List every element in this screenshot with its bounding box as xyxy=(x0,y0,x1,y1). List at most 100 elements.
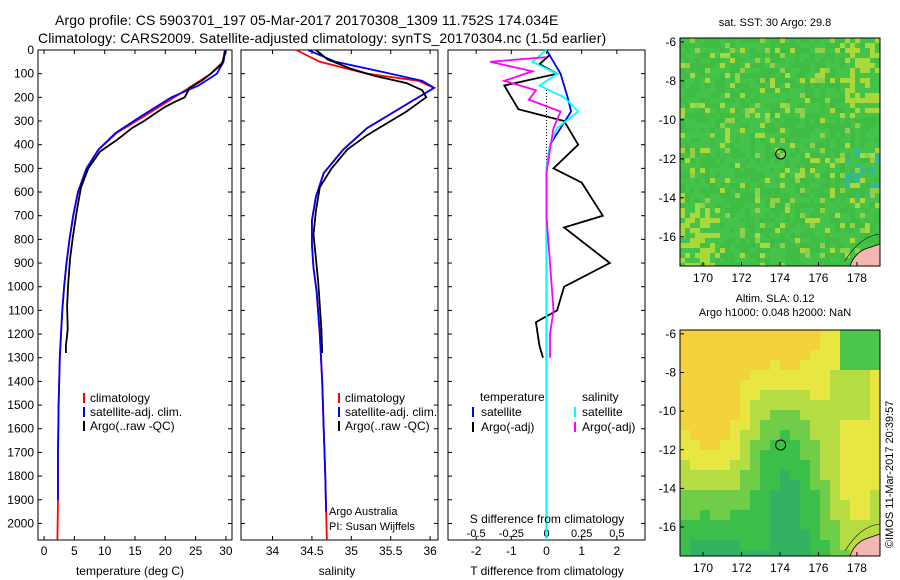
sst_map-cell xyxy=(815,178,820,183)
sla_map-cell xyxy=(820,490,830,500)
sst_map-cell xyxy=(760,133,765,138)
sst_map-cell xyxy=(830,38,835,43)
sst_map-cell xyxy=(835,143,840,148)
sst_map-cell xyxy=(850,113,855,118)
sst_map-cell xyxy=(800,68,805,73)
sst_map-cell xyxy=(690,93,695,98)
sst_map-cell xyxy=(765,208,770,213)
sst_map-cell xyxy=(780,123,785,128)
sla_map-cell xyxy=(740,410,750,420)
sst_map-cell xyxy=(695,263,700,266)
sla_map-cell xyxy=(770,530,780,540)
sst_map-cell xyxy=(755,133,760,138)
sst_map-cell xyxy=(700,53,705,58)
sst_map-cell xyxy=(765,113,770,118)
sst_map-cell xyxy=(770,63,775,68)
sst_map-cell xyxy=(695,148,700,153)
sst_map-cell xyxy=(770,213,775,218)
sst_map-cell xyxy=(695,48,700,53)
sst_map-cell xyxy=(735,98,740,103)
sst_map-cell xyxy=(690,128,695,133)
sst_map-cell xyxy=(845,188,850,193)
sst_map-cell xyxy=(720,228,725,233)
sla_map-cell xyxy=(680,480,690,490)
sst_map-cell xyxy=(720,218,725,223)
sla_map-cell xyxy=(860,530,870,540)
sst_map-cell xyxy=(735,183,740,188)
sla_map-cell xyxy=(770,510,780,520)
sst_map-cell xyxy=(870,113,875,118)
sst_map-cell xyxy=(860,68,865,73)
sst_map-cell xyxy=(745,168,750,173)
sst_map-cell xyxy=(835,213,840,218)
sst_map-cell xyxy=(830,243,835,248)
sla_map-cell xyxy=(700,440,710,450)
sst_map-cell xyxy=(690,78,695,83)
sst_map-cell xyxy=(805,68,810,73)
sst_map-cell xyxy=(735,43,740,48)
sst_map-cell xyxy=(725,193,730,198)
sst_map-cell xyxy=(740,233,745,238)
sst_map-cell xyxy=(855,198,860,203)
sst_map-cell xyxy=(695,223,700,228)
sst_map-cell xyxy=(795,38,800,43)
sst_map-cell xyxy=(820,153,825,158)
sla_map-cell xyxy=(830,500,840,510)
sla_map-cell xyxy=(820,440,830,450)
sst_map-cell xyxy=(765,218,770,223)
sst_map-cell xyxy=(800,123,805,128)
sst_map-cell xyxy=(805,228,810,233)
sst_map-cell xyxy=(745,153,750,158)
sst_map-cell xyxy=(875,133,880,138)
sla_map-cell xyxy=(700,420,710,430)
sla_map-cell xyxy=(810,400,820,410)
sst_map-cell xyxy=(785,68,790,73)
sst_map-cell xyxy=(790,168,795,173)
sla_map-cell xyxy=(690,540,700,550)
sst_map-cell xyxy=(865,93,870,98)
sst_map-cell xyxy=(850,233,855,238)
sst_map-cell xyxy=(710,38,715,43)
sst_map-cell xyxy=(755,168,760,173)
sst_map-cell xyxy=(685,228,690,233)
sst_map-cell xyxy=(770,218,775,223)
sst_map-cell xyxy=(875,123,880,128)
sst_map-cell xyxy=(795,193,800,198)
sla_map-cell xyxy=(730,510,740,520)
sla_map-cell xyxy=(690,520,700,530)
sst_map-cell xyxy=(785,183,790,188)
sla_map-cell xyxy=(770,420,780,430)
sst_map-cell xyxy=(840,243,845,248)
sst_map-cell xyxy=(810,98,815,103)
sst_map-cell xyxy=(865,73,870,78)
sst_map-cell xyxy=(830,258,835,263)
salinity-xtick-label: 34 xyxy=(266,544,280,558)
sst_map-cell xyxy=(785,233,790,238)
sla_map-cell xyxy=(760,420,770,430)
sla_map-cell xyxy=(720,340,730,350)
sst_map-cell xyxy=(700,263,705,266)
sst_map-cell xyxy=(835,158,840,163)
sst_map-cell xyxy=(845,68,850,73)
sst_map-cell xyxy=(685,138,690,143)
sst_map-cell xyxy=(695,248,700,253)
sla_map-cell xyxy=(710,520,720,530)
sst_map-cell xyxy=(680,238,685,243)
sst_map-cell xyxy=(830,233,835,238)
sla_map-cell xyxy=(700,470,710,480)
sst_map-cell xyxy=(790,258,795,263)
sst_map-cell xyxy=(700,223,705,228)
sst_map-cell xyxy=(855,228,860,233)
sst_map-cell xyxy=(840,128,845,133)
sst_map-cell xyxy=(740,63,745,68)
sst_map-cell xyxy=(680,73,685,78)
sst_map-cell xyxy=(730,133,735,138)
sst_map-cell xyxy=(770,158,775,163)
sst_map-cell xyxy=(685,43,690,48)
sst_map-cell xyxy=(825,88,830,93)
sst_map-cell xyxy=(710,138,715,143)
difference-top-tick-label: -0.5 xyxy=(467,528,486,540)
sst_map-cell xyxy=(805,163,810,168)
sst_map-cell xyxy=(700,243,705,248)
sst_map-cell xyxy=(750,228,755,233)
